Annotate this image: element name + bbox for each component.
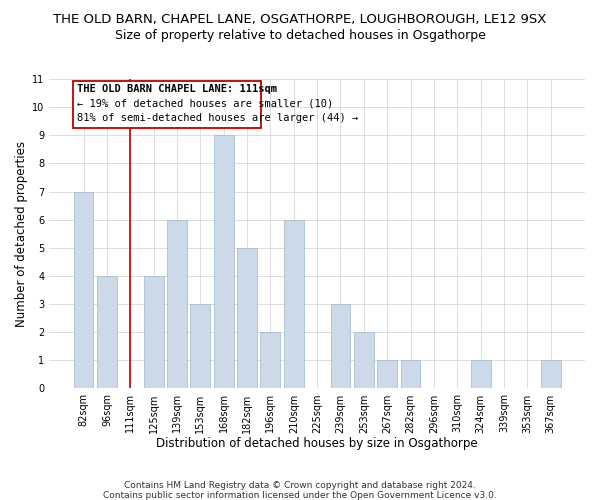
Bar — [97, 276, 117, 388]
Bar — [74, 192, 94, 388]
Bar — [471, 360, 491, 388]
Bar — [190, 304, 210, 388]
Y-axis label: Number of detached properties: Number of detached properties — [15, 140, 28, 326]
Text: THE OLD BARN CHAPEL LANE: 111sqm: THE OLD BARN CHAPEL LANE: 111sqm — [77, 84, 277, 94]
Bar — [401, 360, 421, 388]
X-axis label: Distribution of detached houses by size in Osgathorpe: Distribution of detached houses by size … — [157, 437, 478, 450]
Text: Contains HM Land Registry data © Crown copyright and database right 2024.: Contains HM Land Registry data © Crown c… — [124, 481, 476, 490]
Text: Size of property relative to detached houses in Osgathorpe: Size of property relative to detached ho… — [115, 29, 485, 42]
Bar — [214, 136, 233, 388]
FancyBboxPatch shape — [73, 82, 261, 128]
Bar — [331, 304, 350, 388]
Text: 81% of semi-detached houses are larger (44) →: 81% of semi-detached houses are larger (… — [77, 114, 358, 124]
Bar — [284, 220, 304, 388]
Text: THE OLD BARN, CHAPEL LANE, OSGATHORPE, LOUGHBOROUGH, LE12 9SX: THE OLD BARN, CHAPEL LANE, OSGATHORPE, L… — [53, 12, 547, 26]
Text: ← 19% of detached houses are smaller (10): ← 19% of detached houses are smaller (10… — [77, 98, 333, 108]
Bar — [354, 332, 374, 388]
Bar — [237, 248, 257, 388]
Bar — [541, 360, 560, 388]
Bar — [260, 332, 280, 388]
Bar — [144, 276, 164, 388]
Bar — [167, 220, 187, 388]
Text: Contains public sector information licensed under the Open Government Licence v3: Contains public sector information licen… — [103, 491, 497, 500]
Bar — [377, 360, 397, 388]
